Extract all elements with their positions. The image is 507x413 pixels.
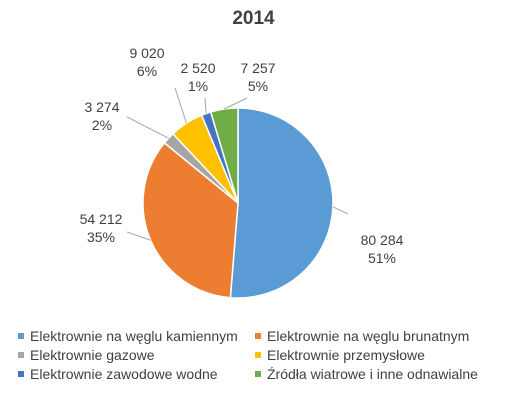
percent-label-hard-coal: 51% (368, 250, 396, 266)
legend-marker-wind-renewable (255, 371, 261, 378)
legend-marker-lignite (255, 333, 261, 340)
value-label-industrial: 9 020 (129, 45, 164, 61)
leader-line-wind-renewable (223, 97, 248, 110)
leader-line-hydro (204, 97, 207, 114)
chart-title: 2014 (232, 8, 275, 29)
legend-item-hard-coal: Elektrownie na węglu kamiennym (18, 327, 238, 345)
value-label-hydro: 2 520 (180, 60, 215, 76)
legend-item-lignite: Elektrownie na węglu brunatnym (255, 327, 469, 345)
percent-label-wind-renewable: 5% (248, 78, 268, 94)
leader-line-lignite (126, 231, 151, 241)
value-label-wind-renewable: 7 257 (240, 60, 275, 76)
legend-label-gas: Elektrownie gazowe (30, 347, 155, 363)
legend-label-lignite: Elektrownie na węglu brunatnym (267, 328, 470, 344)
legend-label-industrial: Elektrownie przemysłowe (267, 347, 425, 363)
legend-marker-hydro (18, 371, 24, 378)
value-label-gas: 3 274 (84, 99, 119, 115)
pie-plot: 80 284 51% 54 212 35% 3 274 2% 9 020 6% 2 520 1% 7… (80, 45, 404, 299)
legend-item-hydro: Elektrownie zawodowe wodne (18, 365, 218, 383)
leader-line-gas (126, 116, 169, 139)
pie-slice-hard-coal (229, 107, 334, 299)
value-label-lignite: 54 212 (80, 211, 123, 227)
percent-label-industrial: 6% (137, 63, 157, 79)
legend-marker-gas (18, 352, 24, 359)
percent-label-gas: 2% (92, 117, 112, 133)
legend-label-hard-coal: Elektrownie na węglu kamiennym (30, 328, 238, 344)
percent-label-hydro: 1% (188, 78, 208, 94)
legend-marker-hard-coal (18, 333, 24, 340)
legend-label-hydro: Elektrownie zawodowe wodne (30, 366, 218, 382)
leader-line-industrial (174, 87, 187, 124)
leader-line-hard-coal (332, 206, 349, 215)
legend-item-gas: Elektrownie gazowe (18, 346, 155, 364)
percent-label-lignite: 35% (87, 229, 115, 245)
legend-marker-industrial (255, 352, 261, 359)
legend-item-industrial: Elektrownie przemysłowe (255, 346, 425, 364)
legend-label-wind-renewable: Źródła wiatrowe i inne odnawialne (267, 366, 478, 382)
value-label-hard-coal: 80 284 (361, 232, 404, 248)
legend-item-wind-renewable: Źródła wiatrowe i inne odnawialne (255, 365, 478, 383)
